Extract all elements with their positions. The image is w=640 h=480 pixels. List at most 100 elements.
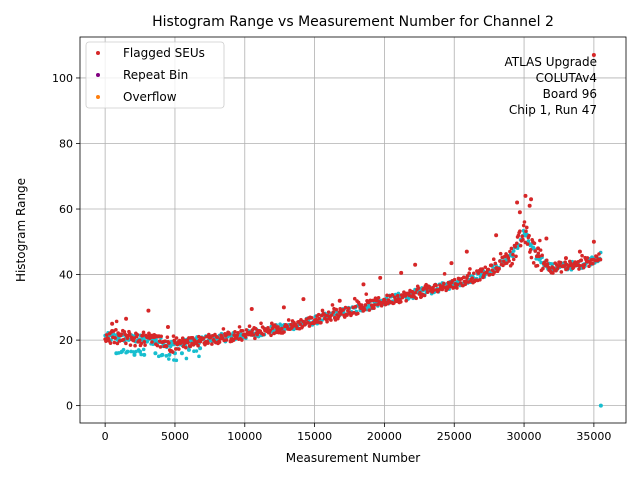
scatter-point bbox=[515, 200, 520, 205]
scatter-point bbox=[585, 256, 590, 260]
scatter-point bbox=[467, 271, 471, 275]
scatter-point bbox=[536, 251, 541, 256]
scatter-point bbox=[523, 193, 528, 198]
scatter-point bbox=[173, 347, 178, 351]
scatter-point bbox=[270, 326, 275, 331]
scatter-point bbox=[375, 302, 380, 307]
scatter-point bbox=[486, 267, 491, 272]
scatter-point bbox=[372, 306, 376, 310]
scatter-point bbox=[455, 286, 459, 290]
scatter-point bbox=[470, 276, 475, 281]
scatter-point bbox=[363, 303, 368, 307]
scatter-point bbox=[167, 341, 171, 345]
scatter-point bbox=[343, 305, 348, 310]
scatter-point bbox=[480, 267, 485, 271]
scatter-point bbox=[399, 299, 403, 304]
scatter-point bbox=[598, 403, 603, 408]
scatter-point bbox=[537, 254, 541, 259]
scatter-point bbox=[551, 271, 555, 275]
scatter-point bbox=[502, 254, 507, 259]
scatter-point bbox=[128, 343, 133, 347]
scatter-point bbox=[110, 321, 115, 326]
scatter-point bbox=[261, 332, 266, 337]
scatter-point bbox=[544, 236, 549, 241]
scatter-point bbox=[527, 233, 531, 238]
scatter-point bbox=[115, 341, 120, 346]
scatter-point bbox=[104, 333, 109, 337]
scatter-point bbox=[580, 253, 584, 258]
scatter-point bbox=[164, 354, 169, 358]
scatter-point bbox=[180, 339, 184, 344]
scatter-point bbox=[301, 297, 306, 302]
scatter-point bbox=[316, 312, 321, 317]
scatter-point bbox=[514, 254, 518, 259]
scatter-point bbox=[167, 352, 172, 357]
scatter-point bbox=[508, 249, 512, 254]
scatter-point bbox=[124, 341, 128, 346]
scatter-point bbox=[158, 345, 163, 349]
scatter-point bbox=[197, 354, 201, 359]
scatter-point bbox=[124, 316, 129, 321]
scatter-point bbox=[452, 277, 457, 282]
scatter-point bbox=[395, 293, 400, 298]
scatter-point bbox=[410, 289, 415, 294]
scatter-point bbox=[121, 347, 126, 352]
scatter-point bbox=[119, 350, 123, 355]
scatter-point bbox=[127, 332, 132, 336]
scatter-point bbox=[364, 292, 369, 296]
scatter-point bbox=[527, 203, 532, 208]
scatter-point bbox=[136, 348, 141, 352]
scatter-point bbox=[545, 262, 550, 266]
scatter-point bbox=[366, 305, 370, 309]
scatter-point bbox=[597, 252, 601, 256]
scatter-point bbox=[121, 337, 126, 342]
scatter-point bbox=[140, 333, 145, 338]
scatter-point bbox=[124, 350, 128, 355]
plot-frame bbox=[79, 36, 627, 424]
scatter-point bbox=[532, 241, 537, 246]
scatter-point bbox=[325, 319, 329, 324]
scatter-point bbox=[139, 341, 144, 346]
scatter-point bbox=[319, 320, 323, 325]
scatter-point bbox=[404, 298, 409, 303]
scatter-point bbox=[471, 271, 476, 276]
scatter-point bbox=[352, 296, 357, 301]
scatter-point bbox=[329, 313, 334, 317]
scatter-point bbox=[464, 249, 469, 254]
scatter-point bbox=[104, 339, 108, 343]
scatter-point bbox=[345, 313, 349, 317]
scatter-point bbox=[526, 239, 531, 243]
scatter-point bbox=[515, 241, 519, 246]
scatter-point bbox=[434, 283, 438, 288]
scatter-point bbox=[150, 340, 154, 344]
scatter-point bbox=[462, 275, 466, 280]
scatter-point bbox=[520, 234, 524, 239]
scatter-point bbox=[577, 263, 582, 268]
scatter-point bbox=[533, 249, 538, 253]
legend-marker-repeat-bin bbox=[96, 73, 100, 77]
scatter-point bbox=[281, 305, 286, 310]
y-axis-ticks: 0 20 40 60 80 100 bbox=[52, 72, 80, 413]
scatter-point bbox=[163, 339, 167, 343]
scatter-point bbox=[463, 282, 468, 287]
scatter-point bbox=[524, 225, 529, 230]
scatter-point bbox=[143, 343, 147, 347]
scatter-point bbox=[582, 262, 587, 267]
scatter-point bbox=[159, 334, 164, 339]
scatter-point bbox=[243, 335, 248, 339]
scatter-point bbox=[142, 352, 147, 357]
scatter-point bbox=[139, 352, 143, 357]
scatter-point bbox=[399, 270, 404, 275]
y-tick-label: 100 bbox=[52, 72, 73, 85]
scatter-point bbox=[184, 356, 189, 361]
scatter-point bbox=[489, 263, 494, 267]
scatter-point bbox=[442, 281, 446, 286]
scatter-point bbox=[491, 257, 496, 261]
scatter-point bbox=[279, 326, 284, 331]
scatter-point bbox=[132, 352, 137, 357]
scatter-point bbox=[186, 340, 190, 345]
scatter-point bbox=[153, 351, 158, 356]
scatter-point bbox=[221, 327, 226, 331]
scatter-point bbox=[529, 255, 534, 260]
legend-box bbox=[85, 41, 225, 109]
